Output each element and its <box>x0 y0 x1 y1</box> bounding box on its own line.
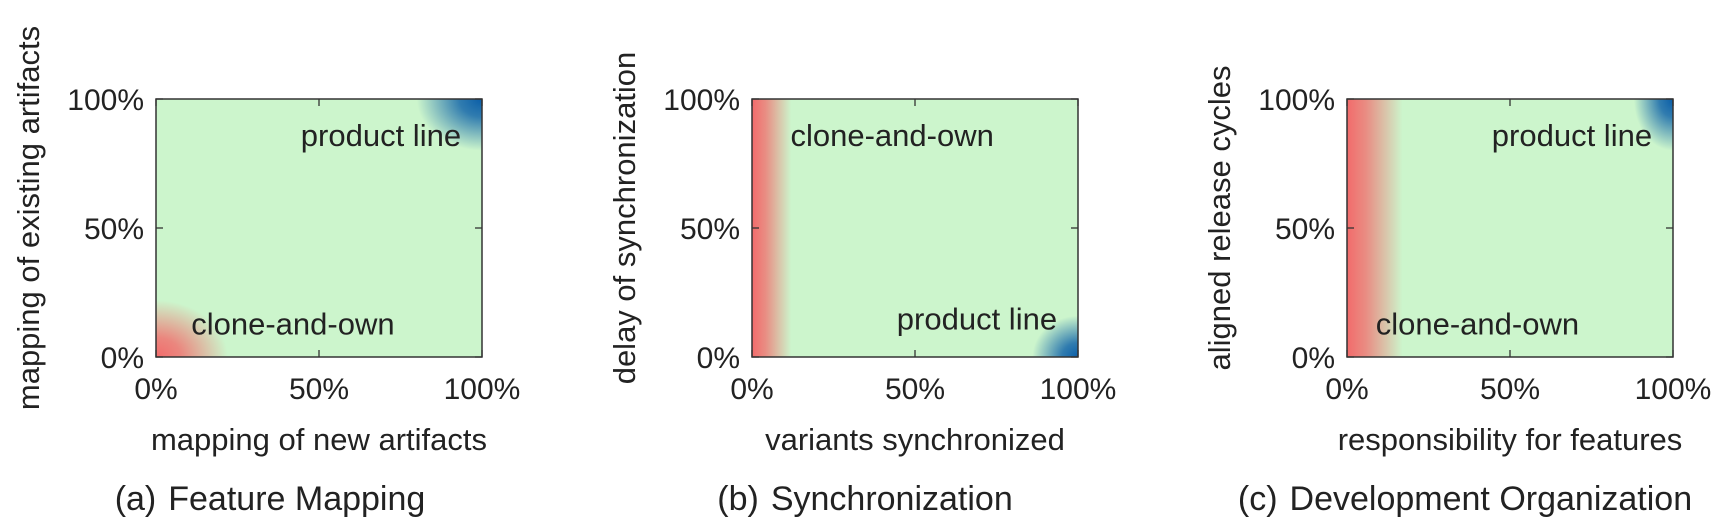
caption-letter: (a) <box>114 480 157 518</box>
x-tick-label: 50% <box>1480 373 1540 406</box>
y-tick-label: 50% <box>84 213 144 246</box>
x-tick-label: 0% <box>1325 373 1368 406</box>
x-tick-label: 0% <box>730 373 773 406</box>
region-label-product-line: product line <box>897 301 1057 336</box>
region-label-clone-and-own: clone-and-own <box>191 306 394 341</box>
y-axis-label: mapping of existing artifacts <box>11 26 46 410</box>
region-product-line <box>416 99 482 151</box>
region-label-product-line: product line <box>1492 118 1652 153</box>
caption-letter: (c) <box>1237 480 1278 518</box>
y-tick-label: 0% <box>697 342 740 375</box>
plot-background <box>752 99 1078 357</box>
plot-background <box>156 99 482 357</box>
region-product-line <box>1633 99 1673 151</box>
caption-c: (c) Development Organization <box>1238 480 1692 519</box>
x-tick-label: 0% <box>134 373 177 406</box>
region-clone-and-own <box>156 300 228 357</box>
x-axis-label: mapping of new artifacts <box>151 422 487 457</box>
y-tick-label: 50% <box>1275 213 1335 246</box>
y-tick-label: 50% <box>680 213 740 246</box>
region-product-line <box>1032 315 1078 357</box>
region-clone-and-own <box>1347 99 1403 357</box>
y-tick-label: 100% <box>1258 84 1335 117</box>
region-label-clone-and-own: clone-and-own <box>1376 306 1579 341</box>
caption-b: (b) Synchronization <box>717 480 1012 519</box>
x-tick-label: 50% <box>885 373 945 406</box>
chart-panel-1: 0% 50% 100% 0% 50% 100% clone-and-own product l… <box>11 26 521 457</box>
x-tick-label: 50% <box>289 373 349 406</box>
chart-panel-2: 0% 50% 100% 0% 50% 100% clone-and-own product l… <box>607 52 1117 457</box>
caption-text: Synchronization <box>770 480 1013 518</box>
x-tick-label: 100% <box>1040 373 1117 406</box>
y-tick-label: 100% <box>663 84 740 117</box>
caption-letter: (b) <box>717 480 759 518</box>
x-tick-label: 100% <box>444 373 521 406</box>
caption-a: (a) Feature Mapping <box>115 480 426 519</box>
caption-text: Feature Mapping <box>168 480 426 518</box>
region-label-product-line: product line <box>301 118 461 153</box>
y-axis-label: delay of synchronization <box>607 52 642 385</box>
chart-panel-3: 0% 50% 100% 0% 50% 100% clone-and-own product l… <box>1202 65 1712 457</box>
y-tick-label: 100% <box>67 84 144 117</box>
y-axis-label: aligned release cycles <box>1202 65 1237 370</box>
caption-text: Development Organization <box>1289 480 1693 518</box>
x-axis-label: variants synchronized <box>765 422 1065 457</box>
y-tick-label: 0% <box>101 342 144 375</box>
y-tick-label: 0% <box>1292 342 1335 375</box>
x-axis-label: responsibility for features <box>1338 422 1683 457</box>
region-label-clone-and-own: clone-and-own <box>791 118 994 153</box>
x-tick-label: 100% <box>1635 373 1712 406</box>
